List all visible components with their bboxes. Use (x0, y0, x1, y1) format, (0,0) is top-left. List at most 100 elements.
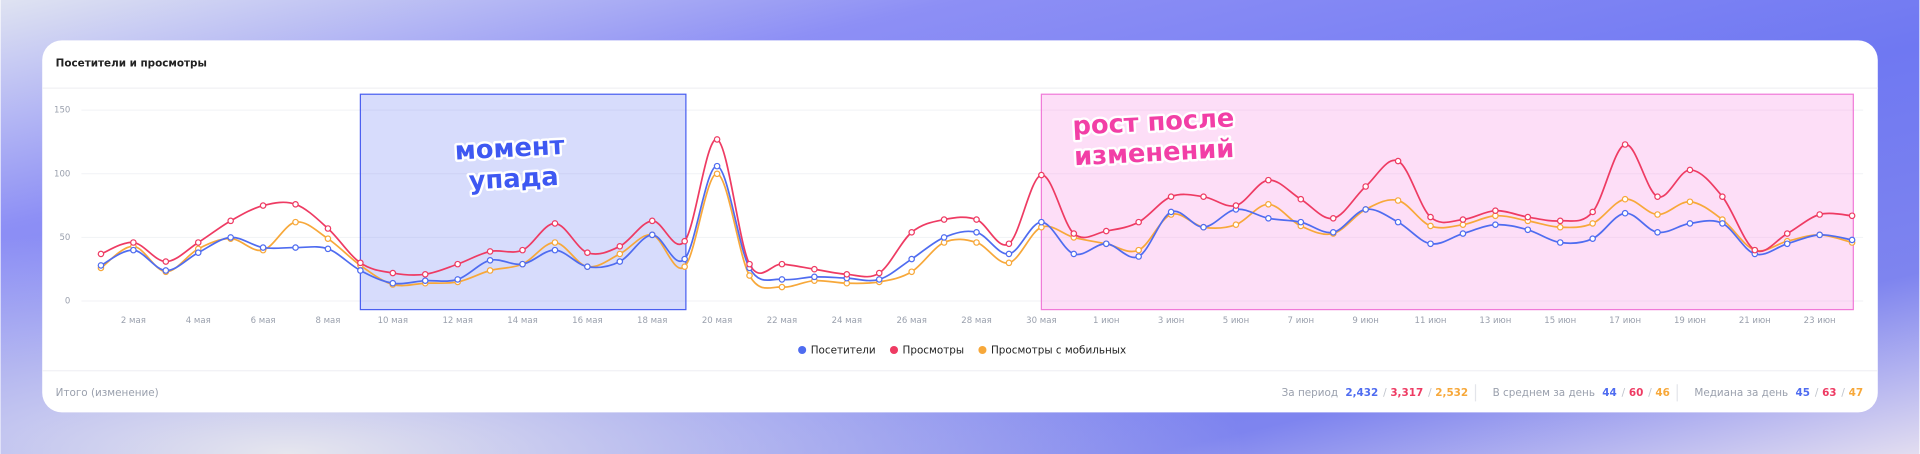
data-point (1102, 240, 1110, 248)
data-point (1621, 195, 1629, 203)
data-point (1848, 212, 1856, 220)
data-point (713, 170, 721, 178)
data-point (97, 250, 105, 258)
data-point (1751, 246, 1759, 254)
data-point (1492, 221, 1499, 228)
data-point (1167, 208, 1175, 216)
data-point (194, 239, 202, 246)
data-point (778, 276, 786, 283)
data-point (194, 249, 202, 256)
data-point (1200, 193, 1207, 200)
data-point (1524, 226, 1532, 234)
data-point (843, 271, 851, 278)
data-point (1816, 211, 1823, 218)
data-point (811, 273, 818, 281)
x-tick-label: 10 мая (378, 316, 408, 326)
data-point (1686, 198, 1694, 206)
data-point (1427, 222, 1434, 230)
stat-separator: / (1648, 387, 1652, 399)
data-point (551, 239, 559, 246)
data-point (1394, 197, 1402, 204)
data-point (1005, 250, 1013, 258)
data-point (227, 217, 234, 225)
data-point (908, 268, 915, 276)
data-point (324, 225, 332, 232)
data-point (1297, 218, 1305, 226)
data-point (616, 243, 624, 250)
data-point (1005, 240, 1013, 248)
x-tick-label: 11 июн (1415, 316, 1447, 326)
data-point (486, 267, 494, 274)
data-point (1621, 209, 1629, 217)
stat-separator: / (1383, 387, 1387, 399)
x-tick-label: 21 июн (1739, 316, 1771, 326)
data-point (454, 260, 461, 268)
data-point (1816, 231, 1823, 239)
data-point (584, 249, 591, 256)
data-point (1654, 229, 1661, 236)
legend-marker (798, 345, 807, 355)
data-point (1329, 229, 1337, 236)
footer-label: Итого (изменение) (56, 387, 159, 399)
x-tick-label: 12 мая (442, 316, 472, 326)
data-point (324, 245, 332, 253)
data-point (1556, 239, 1564, 246)
x-tick-label: 16 мая (572, 316, 602, 326)
x-tick-label: 22 мая (767, 316, 797, 326)
data-point (1654, 211, 1661, 218)
data-point (1556, 223, 1564, 231)
data-point (162, 258, 170, 265)
data-point (713, 162, 721, 170)
y-tick-label: 150 (54, 106, 70, 116)
legend-label: Просмотры (903, 345, 965, 357)
data-point (1459, 230, 1467, 237)
stat-value: 2,532 (1435, 387, 1468, 399)
data-point (681, 263, 688, 270)
x-tick-label: 30 мая (1026, 316, 1056, 326)
data-point (746, 272, 753, 279)
x-tick-label: 9 июн (1352, 316, 1379, 326)
y-tick-label: 0 (65, 297, 70, 307)
data-point (973, 229, 980, 236)
x-tick-label: 24 мая (832, 316, 862, 326)
stat-value: 45 (1796, 387, 1810, 399)
data-point (1589, 220, 1596, 227)
data-point (940, 216, 948, 223)
data-point (1621, 141, 1629, 148)
stat-value: 46 (1655, 387, 1669, 399)
data-point (421, 277, 429, 284)
x-tick-label: 23 июн (1804, 316, 1836, 326)
data-point (1427, 240, 1434, 248)
data-point (519, 260, 526, 268)
data-point (1589, 235, 1596, 242)
data-point (1232, 202, 1240, 209)
data-point (648, 217, 656, 225)
data-point (1329, 215, 1337, 222)
x-tick-label: 20 мая (702, 316, 732, 326)
data-point (1686, 220, 1694, 227)
x-tick-label: 2 мая (121, 316, 146, 326)
data-point (551, 246, 559, 254)
data-point (778, 283, 786, 291)
annotation-text: момент (454, 131, 565, 167)
data-point (389, 269, 397, 277)
x-tick-label: 8 мая (315, 316, 340, 326)
legend: Посетители Просмотры Просмотры с мобильных (798, 345, 1126, 357)
data-point (519, 246, 526, 254)
data-point (1556, 217, 1564, 225)
data-point (389, 279, 397, 287)
x-tick-label: 17 июн (1609, 316, 1641, 326)
stat-value: 63 (1822, 387, 1836, 399)
data-point (681, 237, 688, 245)
stat-separator: / (1841, 387, 1845, 399)
footer-stats: За период 2,432/3,317/2,532 В среднем за д… (1282, 384, 1863, 402)
data-point (1686, 166, 1694, 174)
data-point (486, 257, 494, 264)
annotation-box (359, 93, 687, 311)
data-point (1167, 193, 1175, 200)
legend-label: Просмотры с мобильных (991, 345, 1126, 357)
x-tick-label: 5 июн (1223, 316, 1249, 326)
data-point (162, 267, 170, 274)
data-point (940, 234, 948, 241)
